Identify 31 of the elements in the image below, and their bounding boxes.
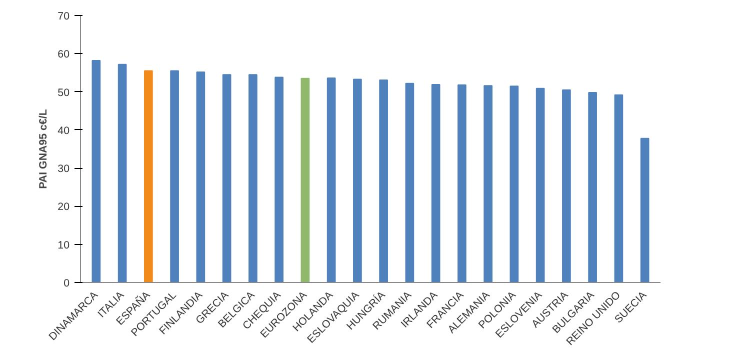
bar [431, 84, 440, 282]
bar [405, 82, 414, 282]
y-tick-label: 70 [58, 10, 70, 22]
y-tick-label: 20 [58, 201, 70, 214]
bar [300, 78, 310, 282]
bar [562, 89, 571, 282]
bar [379, 79, 388, 282]
bar [170, 70, 179, 282]
y-axis-title: PAI GNA95 c€/L [38, 108, 50, 189]
y-tick-label: 30 [58, 163, 70, 176]
bar [353, 78, 362, 282]
y-tick-label: 0 [64, 278, 70, 290]
y-tick-label: 50 [58, 86, 70, 99]
y-tick-label: 60 [58, 48, 70, 61]
bar [326, 78, 336, 282]
bar [614, 94, 624, 282]
bar [484, 85, 492, 282]
bar [510, 86, 519, 282]
y-tick-label: 40 [58, 124, 70, 137]
bar [144, 70, 153, 282]
bar [222, 74, 232, 282]
bar [640, 138, 650, 282]
bar [248, 74, 258, 282]
bar [92, 60, 101, 282]
bar [458, 84, 466, 282]
y-tick-label: 10 [58, 239, 70, 252]
bar [588, 92, 597, 282]
bar [536, 88, 545, 282]
bar [196, 71, 206, 282]
bar [274, 76, 284, 282]
bar [118, 64, 127, 282]
